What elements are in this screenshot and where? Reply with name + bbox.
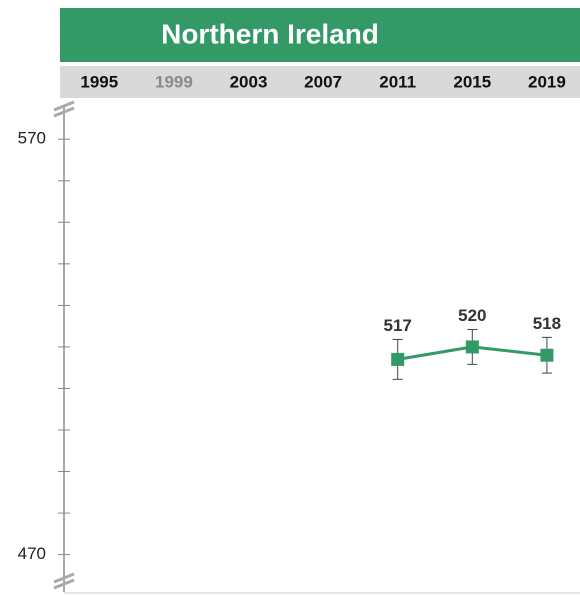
- point: [540, 348, 554, 362]
- axis-break: [53, 572, 75, 584]
- data-label: 518: [533, 314, 561, 333]
- point: [465, 340, 479, 354]
- x-tick-label: 2019: [528, 72, 566, 91]
- axis-break: [53, 100, 75, 112]
- x-tick-label: 1995: [80, 72, 118, 91]
- x-tick-label: 1999: [155, 72, 193, 91]
- axis-break: [53, 578, 75, 590]
- header-bar: [60, 8, 580, 62]
- chart-title: Northern Ireland: [161, 18, 379, 49]
- y-tick-label: 470: [18, 544, 46, 563]
- data-label: 517: [384, 316, 412, 335]
- year-band: [60, 66, 580, 98]
- point: [391, 352, 405, 366]
- x-tick-label: 2003: [230, 72, 268, 91]
- data-label: 520: [458, 306, 486, 325]
- axis-break: [53, 106, 75, 118]
- x-tick-label: 2007: [304, 72, 342, 91]
- x-tick-label: 2015: [453, 72, 491, 91]
- x-tick-label: 2011: [379, 72, 416, 91]
- axis-breaks: [53, 100, 75, 590]
- y-tick-label: 570: [18, 129, 46, 148]
